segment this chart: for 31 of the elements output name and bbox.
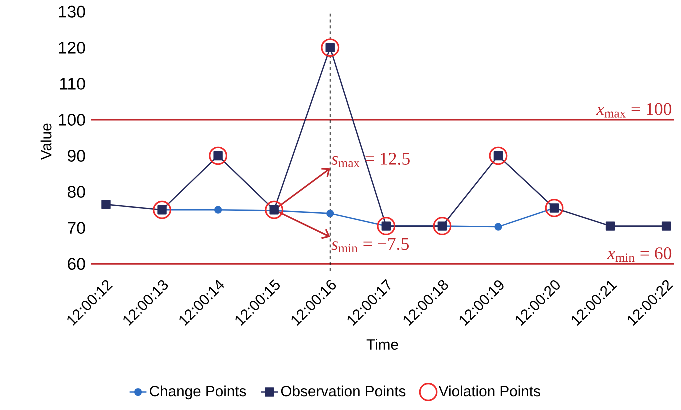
point [214,206,222,214]
legend-label: Change Points [150,386,246,400]
annotation: s$_{max}$ = 12.5 [332,152,410,168]
legend-label: Observation Points [281,386,406,397]
point [606,222,616,231]
point [377,217,396,236]
point [209,146,228,166]
point [153,200,172,220]
y-axis-title: Value [40,124,52,160]
y-tick-label: 110 [60,78,86,90]
point [489,146,508,166]
y-tick-label: 130 [59,6,86,18]
y-tick-label: 120 [59,42,86,54]
y-tick-label: 60 [68,258,86,270]
point [102,200,111,210]
point [321,38,340,58]
y-tick-label: 80 [68,186,86,198]
y-tick-label: 70 [68,222,86,234]
point [326,210,334,218]
x-axis-title: Time [366,339,398,350]
point [433,217,452,236]
ref-line-label: x$_{min}$ = 60 [607,248,672,262]
legend-label: Violation Points [438,386,540,397]
point [545,199,564,218]
y-tick-label: 100 [59,114,86,126]
y-tick-label: 90 [68,150,86,162]
point [265,200,284,220]
ref-line-label: x$_{max}$ = 100 [596,103,672,118]
point [662,222,672,231]
annotation: s$_{min}$ = −7.5 [332,238,409,253]
point [494,223,502,231]
